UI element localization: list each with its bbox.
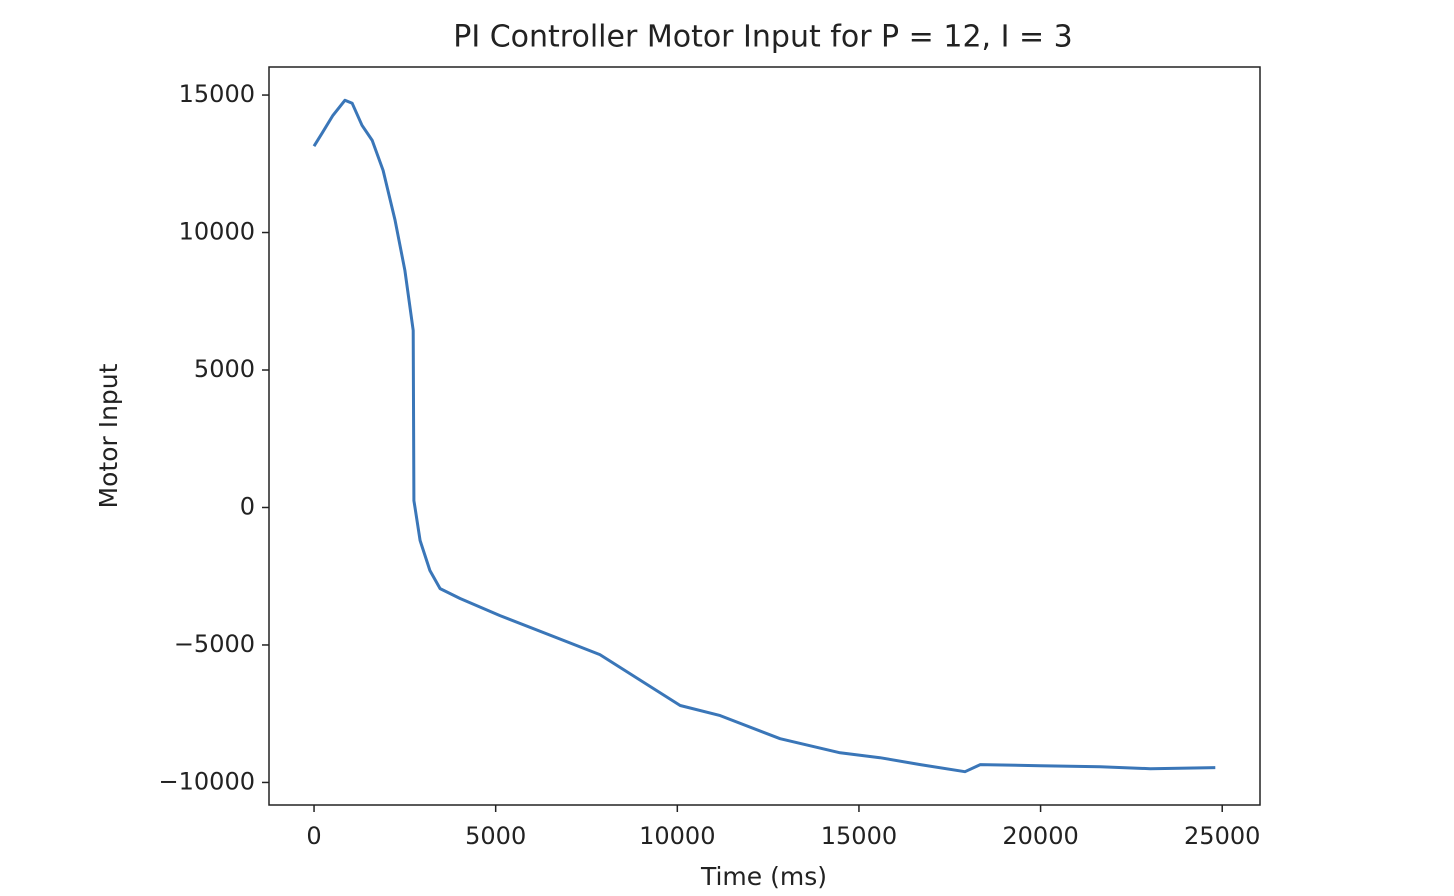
y-axis-label: Motor Input bbox=[94, 363, 123, 508]
chart-title: PI Controller Motor Input for P = 12, I … bbox=[453, 20, 1073, 55]
x-tick-label: 15000 bbox=[821, 822, 897, 850]
y-tick-label: 10000 bbox=[179, 218, 255, 246]
plot-frame bbox=[268, 66, 1261, 806]
data-line bbox=[312, 98, 1216, 774]
y-tick-label: 15000 bbox=[179, 80, 255, 108]
y-tick-label: −10000 bbox=[159, 767, 255, 795]
y-tick-label: 0 bbox=[240, 492, 255, 520]
y-tick-label: 5000 bbox=[194, 355, 255, 383]
x-tick-label: 10000 bbox=[639, 822, 715, 850]
x-tick-label: 0 bbox=[306, 822, 321, 850]
x-tick-label: 5000 bbox=[465, 822, 526, 850]
x-tick-label: 20000 bbox=[1002, 822, 1078, 850]
x-axis-label: Time (ms) bbox=[700, 862, 827, 891]
y-tick-label: −5000 bbox=[174, 630, 255, 658]
x-tick-label: 25000 bbox=[1184, 822, 1260, 850]
